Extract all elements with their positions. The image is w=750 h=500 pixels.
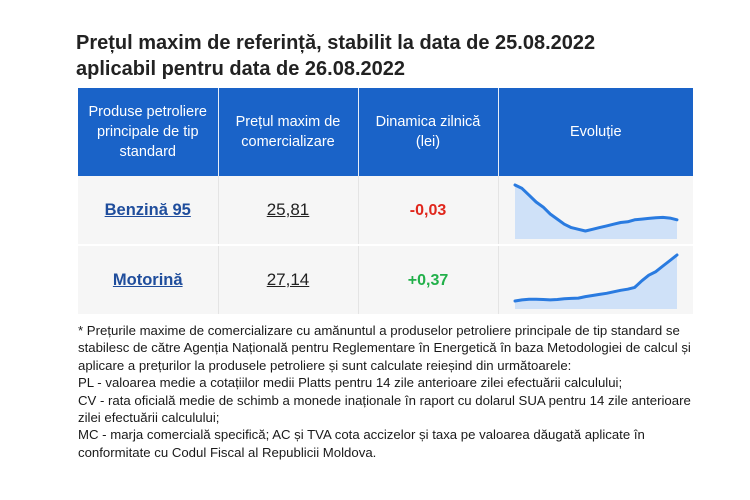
sparkline-area	[514, 255, 677, 309]
header-products: Produse petroliere principale de tip sta…	[78, 88, 219, 176]
dynamic-cell: +0,37	[358, 245, 499, 316]
price-value-benzina: 25,81	[266, 200, 310, 219]
table-row: Benzină 95 25,81 -0,03	[78, 176, 693, 246]
sparkline-area	[514, 185, 677, 239]
table-header-row: Produse petroliere principale de tip sta…	[78, 88, 693, 176]
dynamic-cell: -0,03	[358, 176, 499, 246]
title-line-1: Prețul maxim de referință, stabilit la d…	[76, 32, 596, 54]
product-cell: Motorină	[78, 245, 219, 316]
price-value-motorina: 27,14	[266, 270, 310, 289]
sparkline-line	[513, 253, 679, 303]
sparkline-motorina	[513, 253, 679, 309]
evolution-cell	[498, 176, 693, 246]
price-cell: 25,81	[218, 176, 359, 246]
sparkline-line	[513, 183, 679, 233]
product-link-motorina[interactable]: Motorină	[112, 271, 183, 289]
price-table: Produse petroliere principale de tip sta…	[78, 88, 693, 316]
dynamic-value-benzina: -0,03	[409, 202, 447, 219]
product-link-benzina[interactable]: Benzină 95	[104, 201, 191, 219]
product-cell: Benzină 95	[78, 176, 219, 246]
table-row: Motorină 27,14 +0,37	[78, 245, 693, 316]
footnote: * Prețurile maxime de comercializare cu …	[78, 322, 693, 461]
footnote-pl: PL - valoarea medie a cotațiilor medii P…	[78, 375, 623, 391]
page-title: Prețul maxim de referință, stabilit la d…	[76, 30, 696, 82]
footnote-mc: MC - marja comercială specifică; AC și T…	[78, 427, 645, 460]
header-evolution: Evoluție	[498, 88, 693, 176]
header-max-price: Prețul maxim de comercializare	[218, 88, 359, 176]
dynamic-value-motorina: +0,37	[407, 272, 449, 289]
title-line-2: aplicabil pentru data de 26.08.2022	[76, 58, 406, 80]
footnote-cv: CV - rata oficială medie de schimb a mon…	[78, 392, 691, 426]
sparkline-benzina	[513, 183, 679, 239]
evolution-cell	[498, 245, 693, 316]
price-cell: 27,14	[218, 245, 359, 316]
footnote-intro: * Prețurile maxime de comercializare cu …	[78, 323, 691, 373]
header-daily-dynamic: Dinamica zilnică (lei)	[358, 88, 499, 176]
